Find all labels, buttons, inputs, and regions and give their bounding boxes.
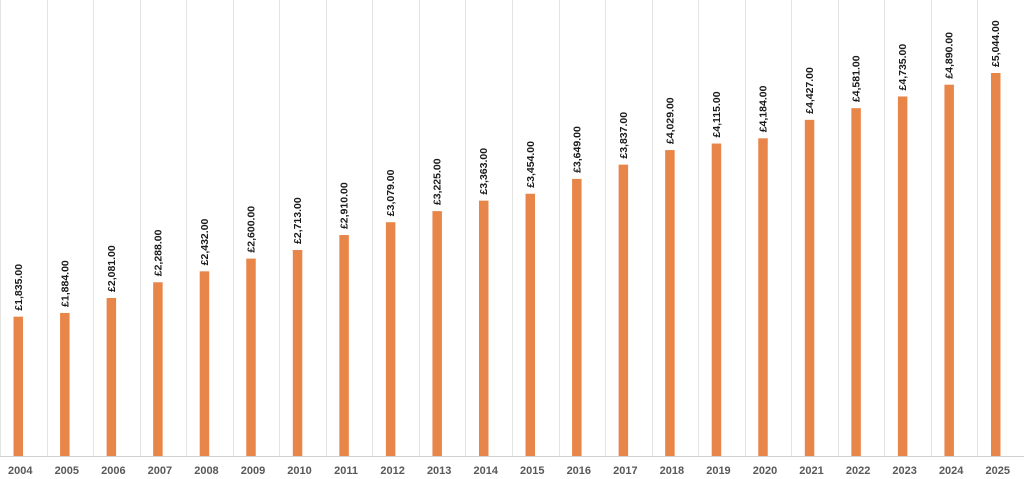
- data-label-2019: £4,115.00: [711, 91, 723, 137]
- x-tick-label-2006: 2006: [101, 465, 125, 477]
- bar-2007: [153, 282, 163, 456]
- bar-2017: [618, 164, 629, 456]
- bar-2011: [339, 235, 349, 456]
- bar-2012: [385, 222, 396, 456]
- x-tick-label-2023: 2023: [892, 465, 916, 477]
- data-label-2023: £4,735.00: [897, 44, 909, 91]
- data-label-2021: £4,427.00: [804, 67, 816, 114]
- bar-2009: [246, 258, 256, 456]
- data-label-2024: £4,890.00: [944, 32, 956, 79]
- x-tick-label-2014: 2014: [473, 465, 498, 477]
- x-tick-label-2012: 2012: [380, 465, 404, 477]
- data-label-2011: £2,910.00: [339, 182, 351, 229]
- x-tick-label-2018: 2018: [660, 465, 684, 477]
- x-tick-label-2025: 2025: [985, 465, 1009, 477]
- bar-2023: [897, 96, 908, 457]
- bar-2008: [199, 271, 210, 456]
- data-label-2013: £3,225.00: [432, 158, 444, 205]
- data-label-2015: £3,454.00: [525, 141, 537, 188]
- bar-2014: [478, 200, 489, 456]
- x-tick-label-2019: 2019: [706, 465, 730, 477]
- x-tick-label-2009: 2009: [241, 465, 265, 477]
- bar-2021: [804, 119, 815, 456]
- x-axis: 2004 2005 2006 2007 2008 2009 2010 2011 2012 2013…: [0, 456, 1024, 477]
- bar-2013: [432, 211, 442, 456]
- bar-2016: [572, 178, 582, 457]
- bars: [13, 73, 1001, 457]
- data-label-2010: £2,713.00: [292, 197, 304, 244]
- x-tick-label-2024: 2024: [939, 465, 964, 477]
- x-tick-label-2022: 2022: [846, 465, 870, 477]
- data-label-2017: £3,837.00: [618, 112, 630, 159]
- x-tick-label-2004: 2004: [8, 465, 33, 477]
- data-label-2006: £2,081.00: [106, 245, 118, 292]
- x-tick-label-2016: 2016: [567, 465, 591, 477]
- x-tick-label-2017: 2017: [613, 465, 637, 477]
- data-labels: £1,835.00 £1,884.00 £2,081.00 £2,288.00 £2,4…: [13, 20, 1002, 311]
- x-tick-label-2008: 2008: [194, 465, 218, 477]
- x-tick-label-2013: 2013: [427, 465, 451, 477]
- data-label-2012: £3,079.00: [385, 169, 397, 216]
- bar-2005: [60, 312, 70, 456]
- data-label-2007: £2,288.00: [152, 229, 164, 276]
- bar-2015: [525, 193, 536, 457]
- bar-2010: [292, 250, 303, 456]
- data-label-2005: £1,884.00: [59, 260, 71, 307]
- data-label-2025: £5,044.00: [990, 20, 1002, 67]
- data-label-2018: £4,029.00: [664, 97, 676, 144]
- data-label-2020: £4,184.00: [758, 85, 770, 132]
- data-label-2016: £3,649.00: [571, 126, 583, 173]
- data-label-2008: £2,432.00: [199, 218, 211, 265]
- bar-2022: [851, 108, 861, 456]
- x-tick-label-2011: 2011: [334, 465, 358, 477]
- data-label-2004: £1,835.00: [13, 264, 25, 311]
- data-label-2022: £4,581.00: [851, 55, 863, 102]
- data-label-2009: £2,600.00: [246, 206, 258, 253]
- bar-2004: [13, 316, 24, 456]
- x-tick-label-2007: 2007: [148, 465, 172, 477]
- grid-lines: [0, 0, 978, 456]
- x-tick-label-2015: 2015: [520, 465, 544, 477]
- bar-2006: [106, 297, 117, 456]
- bar-2024: [944, 84, 954, 456]
- x-tick-label-2010: 2010: [287, 465, 311, 477]
- x-tick-label-2021: 2021: [799, 465, 823, 477]
- data-label-2014: £3,363.00: [478, 148, 490, 195]
- bar-2019: [711, 143, 722, 457]
- x-tick-label-2020: 2020: [753, 465, 777, 477]
- x-tick-label-2005: 2005: [55, 465, 79, 477]
- bar-2018: [665, 150, 675, 456]
- bar-2020: [758, 138, 768, 457]
- bar-2025: [990, 73, 1001, 456]
